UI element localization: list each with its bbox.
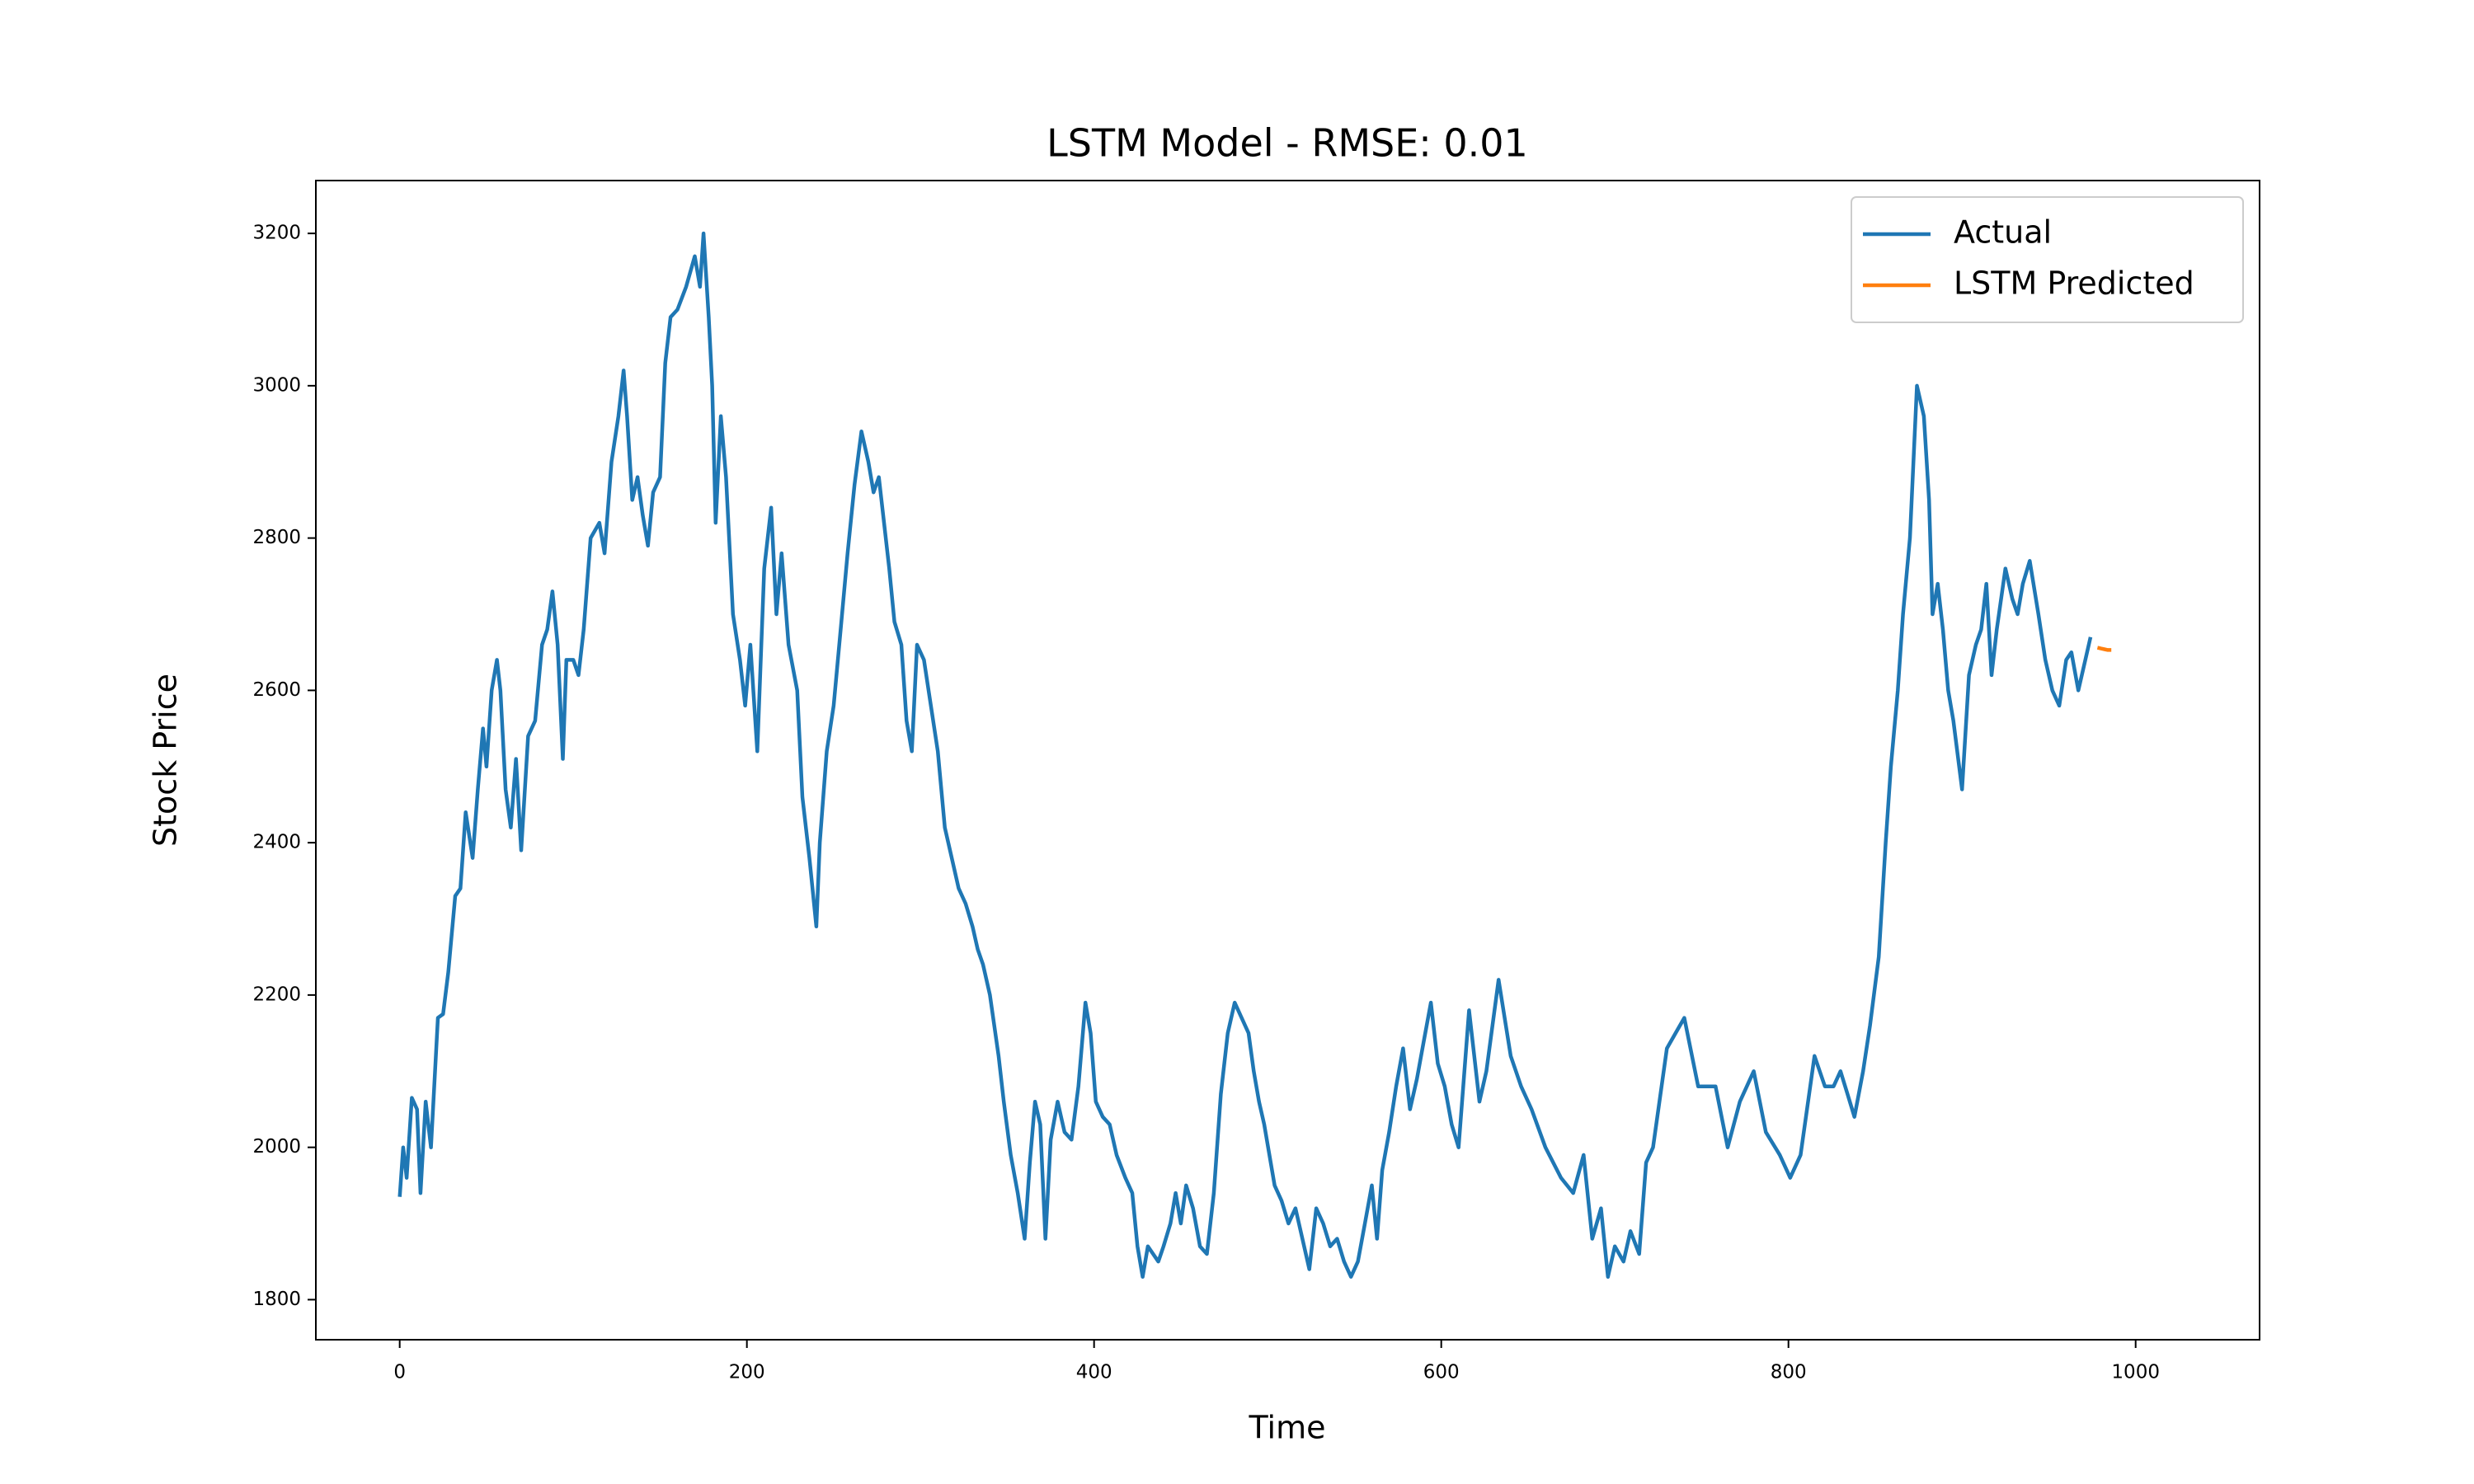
- x-tick-label: 1000: [2111, 1362, 2160, 1383]
- chart-title: LSTM Model - RMSE: 0.01: [1047, 121, 1528, 166]
- data-line: [2096, 646, 2112, 652]
- legend-label: Actual: [1954, 214, 2052, 251]
- x-tick-label: 400: [1076, 1362, 1112, 1383]
- legend-label: LSTM Predicted: [1954, 265, 2194, 302]
- y-tick-label: 2000: [252, 1136, 301, 1158]
- legend-box: [1851, 196, 2244, 323]
- y-tick-label: 3200: [252, 223, 301, 244]
- x-tick-label: 800: [1771, 1362, 1807, 1383]
- plot-frame: [315, 180, 2260, 1341]
- y-tick-label: 2600: [252, 679, 301, 701]
- y-tick-label: 2800: [252, 527, 301, 548]
- y-tick-label: 1800: [252, 1289, 301, 1310]
- x-tick-label: 600: [1423, 1362, 1460, 1383]
- y-tick-label: 2200: [252, 984, 301, 1005]
- y-tick-label: 2400: [252, 832, 301, 853]
- y-axis-label: Stock Price: [148, 674, 184, 847]
- y-tick-label: 3000: [252, 374, 301, 396]
- x-tick-label: 200: [729, 1362, 765, 1383]
- x-axis-label: Time: [1249, 1410, 1326, 1446]
- data-line: [397, 231, 2093, 1279]
- x-tick-label: 0: [393, 1362, 406, 1383]
